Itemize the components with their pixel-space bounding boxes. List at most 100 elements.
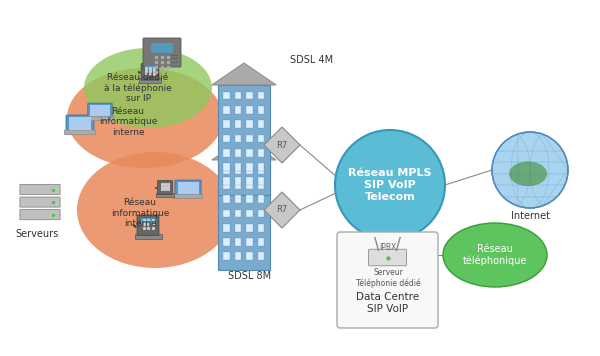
FancyBboxPatch shape bbox=[173, 194, 203, 199]
Bar bbox=[235, 195, 241, 203]
FancyBboxPatch shape bbox=[20, 197, 60, 207]
Text: R7: R7 bbox=[277, 141, 287, 150]
Bar bbox=[257, 224, 264, 231]
FancyArrowPatch shape bbox=[139, 72, 140, 73]
Bar bbox=[223, 224, 230, 231]
Text: Réseau MPLS
SIP VoIP
Telecom: Réseau MPLS SIP VoIP Telecom bbox=[348, 168, 432, 201]
Bar bbox=[246, 181, 253, 189]
Bar bbox=[178, 182, 199, 194]
Bar bbox=[235, 163, 241, 171]
Bar bbox=[223, 252, 230, 260]
Ellipse shape bbox=[77, 152, 233, 268]
Bar bbox=[257, 252, 264, 260]
Bar bbox=[223, 120, 230, 128]
Bar bbox=[223, 209, 230, 217]
Text: Réseau dédié
à la téléphonie
sur IP: Réseau dédié à la téléphonie sur IP bbox=[104, 73, 172, 103]
Bar bbox=[257, 177, 264, 185]
Bar bbox=[257, 238, 264, 246]
FancyBboxPatch shape bbox=[368, 249, 407, 266]
Bar bbox=[235, 181, 241, 189]
Bar bbox=[257, 209, 264, 217]
Bar bbox=[134, 234, 161, 239]
Bar bbox=[218, 85, 270, 195]
Bar bbox=[223, 177, 230, 185]
Text: SDSL 8M: SDSL 8M bbox=[228, 271, 271, 281]
Bar bbox=[257, 120, 264, 128]
FancyBboxPatch shape bbox=[20, 184, 60, 194]
Bar bbox=[257, 195, 264, 203]
FancyBboxPatch shape bbox=[66, 115, 94, 132]
Bar bbox=[218, 160, 270, 270]
Bar bbox=[235, 120, 241, 128]
Bar bbox=[246, 252, 253, 260]
FancyBboxPatch shape bbox=[137, 215, 159, 236]
Bar bbox=[90, 105, 110, 116]
Bar bbox=[235, 167, 241, 174]
Bar bbox=[223, 91, 230, 99]
Bar bbox=[223, 149, 230, 157]
Polygon shape bbox=[264, 192, 300, 228]
Ellipse shape bbox=[509, 162, 547, 186]
Polygon shape bbox=[212, 138, 276, 160]
Bar bbox=[246, 135, 253, 142]
Bar bbox=[235, 224, 241, 231]
Bar bbox=[235, 149, 241, 157]
Text: SDSL 4M: SDSL 4M bbox=[290, 55, 333, 65]
Text: IPBX: IPBX bbox=[379, 244, 397, 252]
Bar bbox=[246, 91, 253, 99]
Bar bbox=[246, 238, 253, 246]
Text: Réseau
téléphonique: Réseau téléphonique bbox=[463, 244, 527, 266]
Text: Réseau
informatique
interne: Réseau informatique interne bbox=[99, 107, 157, 137]
Bar bbox=[223, 135, 230, 142]
Bar bbox=[257, 167, 264, 174]
Bar bbox=[257, 135, 264, 142]
Bar bbox=[235, 252, 241, 260]
FancyBboxPatch shape bbox=[157, 180, 173, 194]
Bar bbox=[235, 177, 241, 185]
Bar bbox=[69, 117, 91, 130]
Bar bbox=[151, 43, 173, 52]
Polygon shape bbox=[264, 127, 300, 163]
Bar bbox=[235, 209, 241, 217]
Ellipse shape bbox=[443, 223, 547, 287]
Bar bbox=[139, 78, 161, 83]
Text: Serveurs: Serveurs bbox=[15, 229, 58, 239]
Text: Internet: Internet bbox=[511, 211, 550, 221]
Circle shape bbox=[492, 132, 568, 208]
FancyBboxPatch shape bbox=[175, 180, 201, 197]
Ellipse shape bbox=[84, 48, 212, 128]
Bar bbox=[257, 163, 264, 171]
Ellipse shape bbox=[67, 68, 223, 168]
Bar bbox=[223, 167, 230, 174]
Bar bbox=[246, 167, 253, 174]
Bar bbox=[246, 106, 253, 114]
Bar bbox=[235, 135, 241, 142]
Bar bbox=[257, 181, 264, 189]
Bar bbox=[246, 163, 253, 171]
Circle shape bbox=[335, 130, 445, 240]
Bar bbox=[246, 120, 253, 128]
Text: Data Centre
SIP VoIP: Data Centre SIP VoIP bbox=[356, 292, 419, 314]
Bar bbox=[246, 195, 253, 203]
Bar bbox=[246, 177, 253, 185]
Bar bbox=[161, 183, 170, 187]
FancyArrowPatch shape bbox=[133, 225, 136, 227]
Text: Réseau
informatique
interne: Réseau informatique interne bbox=[111, 198, 169, 228]
Bar bbox=[246, 149, 253, 157]
Bar bbox=[141, 218, 155, 224]
Bar bbox=[223, 238, 230, 246]
Bar bbox=[145, 66, 155, 70]
Bar bbox=[156, 193, 174, 197]
Text: R7: R7 bbox=[277, 205, 287, 215]
Bar bbox=[235, 238, 241, 246]
Bar bbox=[223, 181, 230, 189]
Bar bbox=[223, 163, 230, 171]
FancyBboxPatch shape bbox=[20, 210, 60, 220]
Bar bbox=[235, 91, 241, 99]
FancyBboxPatch shape bbox=[65, 130, 95, 135]
Bar bbox=[257, 106, 264, 114]
Text: Serveur
Téléphonie dédié: Serveur Téléphonie dédié bbox=[356, 268, 421, 288]
FancyBboxPatch shape bbox=[143, 38, 181, 67]
Bar bbox=[257, 149, 264, 157]
FancyBboxPatch shape bbox=[88, 103, 112, 119]
